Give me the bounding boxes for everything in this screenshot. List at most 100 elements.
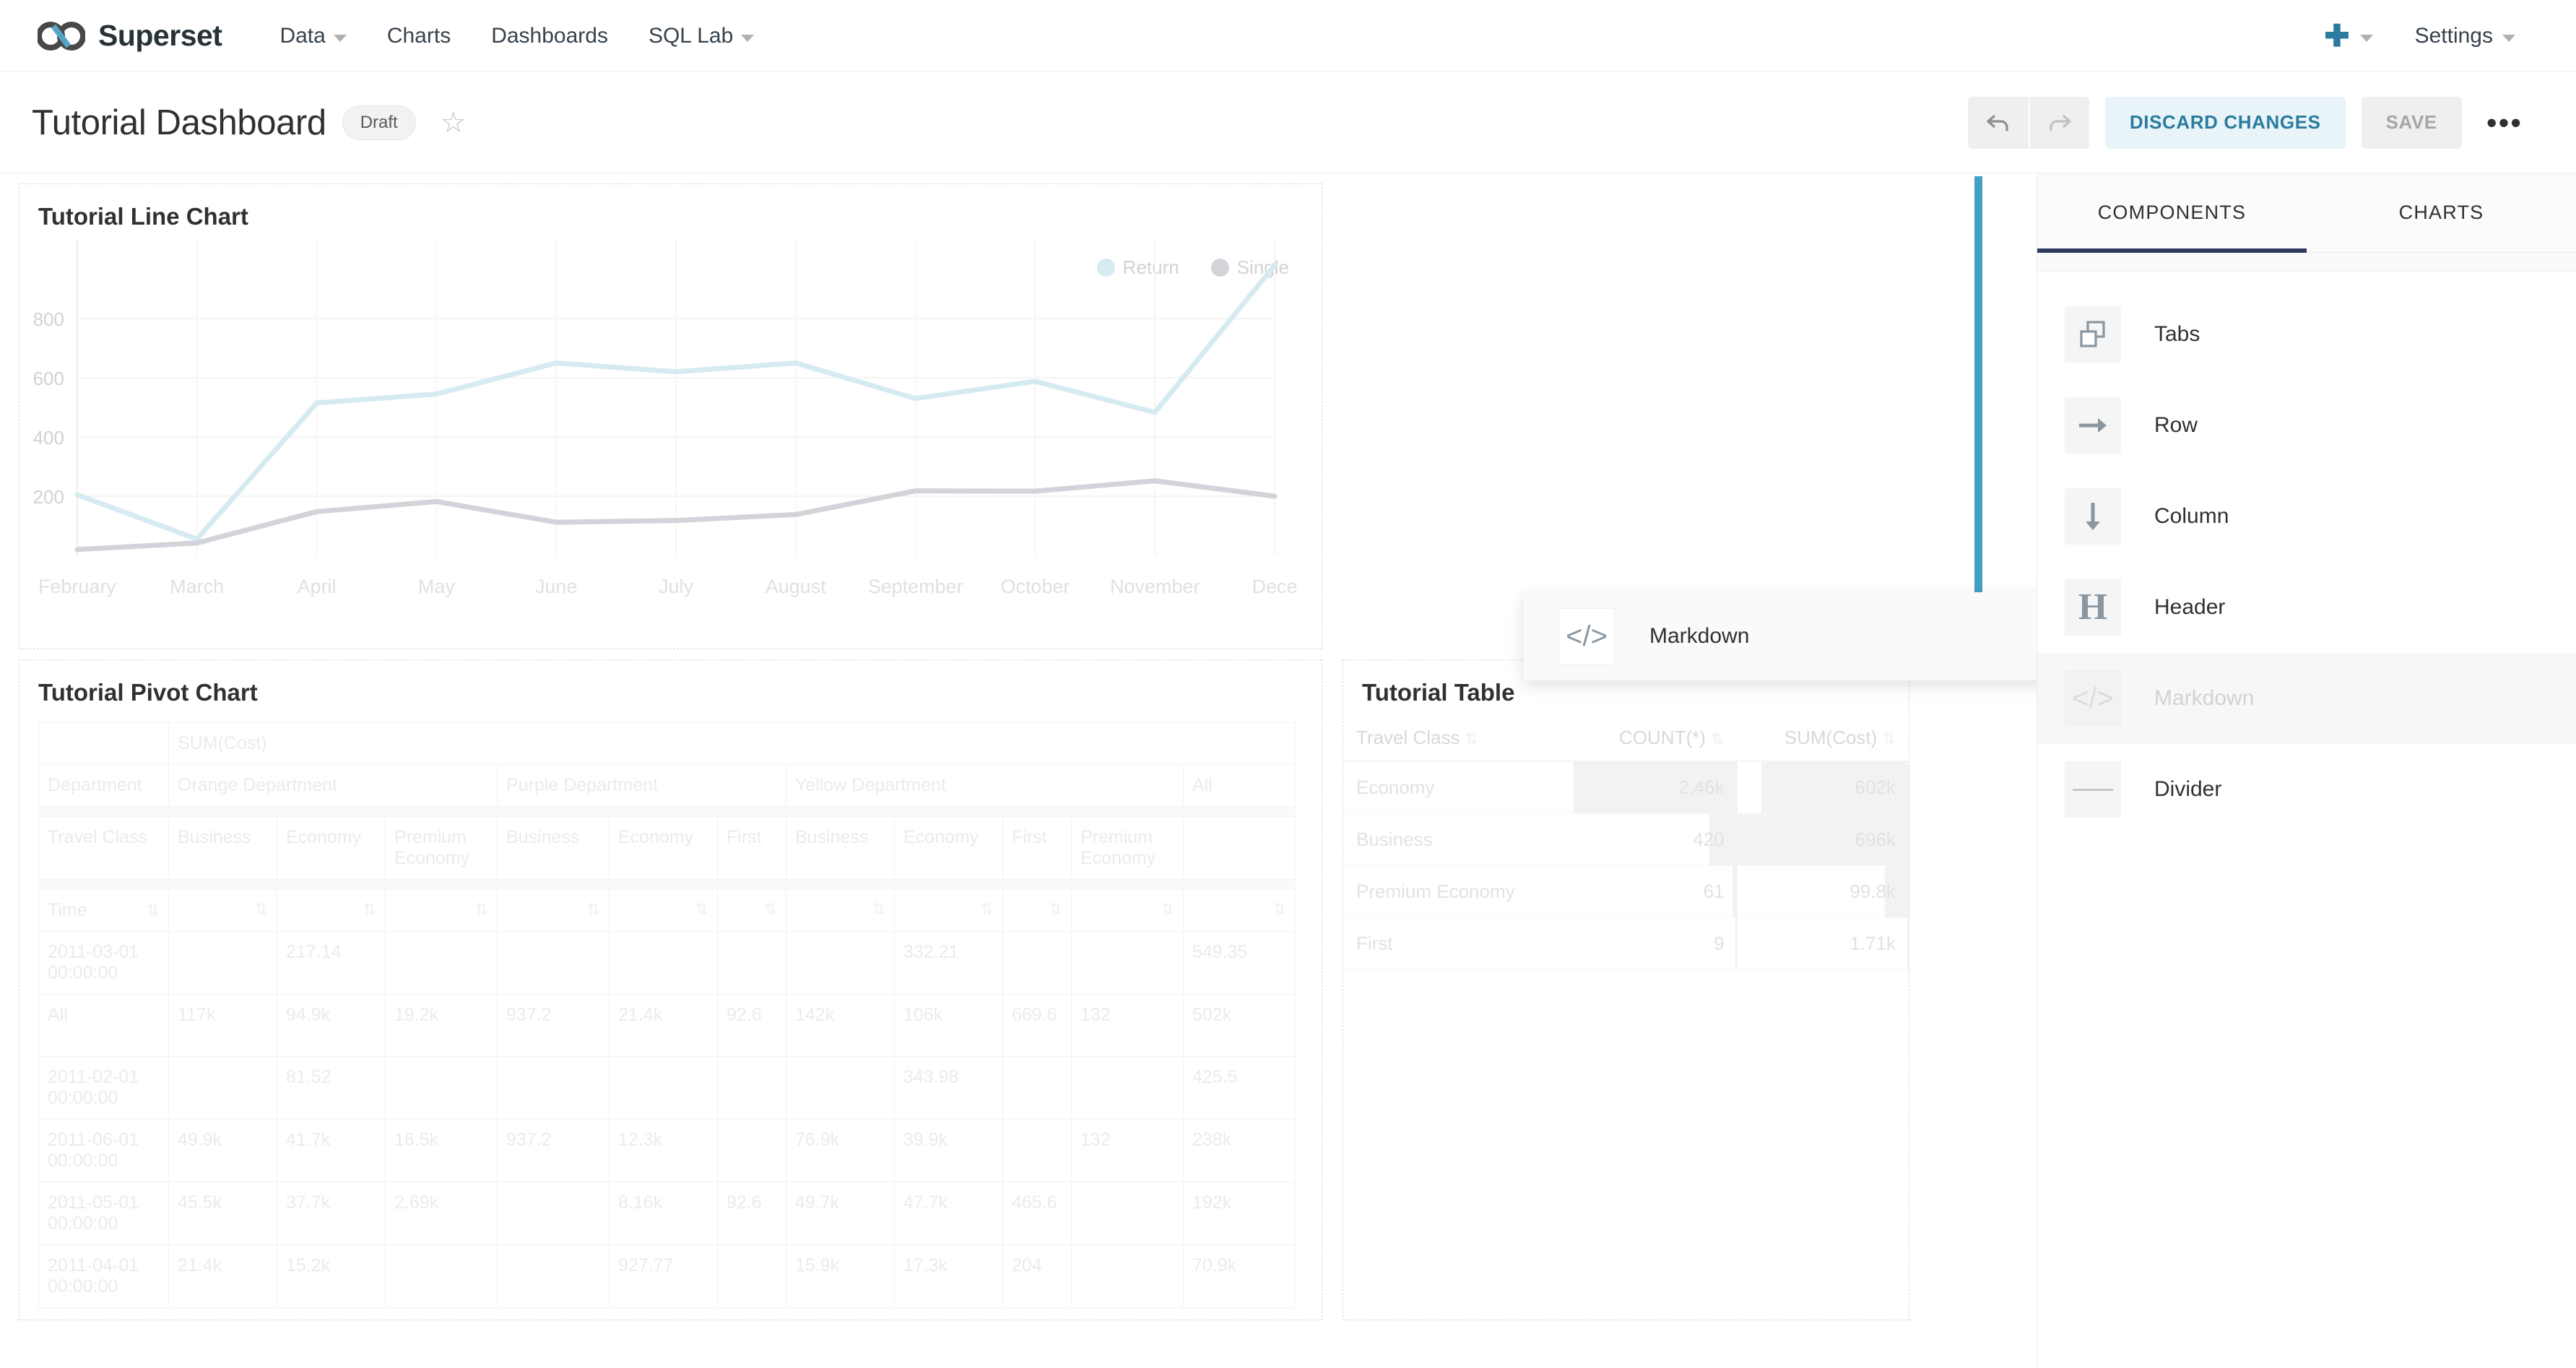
pivot-sort-cell[interactable]: ⇅ bbox=[277, 889, 386, 932]
pivot-sort-cell[interactable]: ⇅ bbox=[1182, 889, 1296, 932]
pivot-cell: 92.6 bbox=[717, 1182, 786, 1245]
tab-charts[interactable]: CHARTS bbox=[2398, 202, 2484, 223]
pivot-class-header: Business bbox=[497, 816, 610, 880]
empty-grid-slot[interactable] bbox=[1322, 183, 2018, 649]
pivot-row-label-time[interactable]: Time ⇅ bbox=[38, 889, 169, 932]
sort-icon: ⇅ bbox=[1161, 900, 1174, 918]
pivot-table: SUM(Cost) Department Orange Department Purp… bbox=[38, 722, 1296, 1308]
pivot-class-header: Economy bbox=[609, 816, 718, 880]
chart-legend[interactable]: Return Single bbox=[1096, 256, 1289, 279]
pivot-cell: 8.16k bbox=[609, 1182, 718, 1245]
component-label-tabs: Tabs bbox=[2154, 322, 2200, 346]
legend-item-return[interactable]: Return bbox=[1096, 256, 1179, 279]
pivot-cell bbox=[717, 1056, 786, 1120]
sort-icon: ⇅ bbox=[146, 901, 160, 919]
pivot-cell bbox=[168, 1056, 277, 1120]
component-label-header: Header bbox=[2154, 595, 2226, 619]
component-item-markdown[interactable]: </> Markdown bbox=[2037, 653, 2576, 744]
save-button[interactable]: SAVE bbox=[2361, 96, 2462, 149]
svg-text:May: May bbox=[418, 576, 455, 597]
table-row[interactable]: 2011-04-01 00:00:00 21.4k 15.2k 927.77 15.9k… bbox=[38, 1244, 1296, 1308]
pivot-sort-cell[interactable]: ⇅ bbox=[168, 889, 277, 932]
pivot-cell: 49.9k bbox=[168, 1119, 277, 1182]
svg-text:June: June bbox=[535, 576, 577, 597]
chart-card-tutorial-pivot-chart[interactable]: Tutorial Pivot Chart SUM(Cost) Department… bbox=[19, 659, 1322, 1320]
component-item-row[interactable]: Row bbox=[2037, 380, 2576, 471]
cell-count: 420 bbox=[1574, 813, 1738, 866]
nav-item-dashboards[interactable]: Dashboards bbox=[471, 24, 628, 48]
table-row[interactable]: All 117k 94.9k 19.2k 937.2 21.4k 92.6 142k 106k 6… bbox=[38, 994, 1296, 1057]
pivot-cell: 132 bbox=[1071, 1119, 1184, 1182]
pivot-sort-cell[interactable]: ⇅ bbox=[717, 889, 786, 932]
svg-text:April: April bbox=[298, 576, 337, 597]
nav-item-sql-lab[interactable]: SQL Lab bbox=[628, 24, 774, 48]
pivot-sort-cell[interactable]: ⇅ bbox=[894, 889, 1003, 932]
sort-icon[interactable]: ⇅ bbox=[1711, 730, 1725, 748]
pivot-row-time: 2011-04-01 00:00:00 bbox=[38, 1244, 169, 1308]
undo-redo-group bbox=[1967, 96, 2089, 149]
redo-button[interactable] bbox=[2028, 96, 2089, 149]
component-item-divider[interactable]: Divider bbox=[2037, 744, 2576, 835]
pivot-cell bbox=[1071, 1182, 1184, 1245]
table-row[interactable]: 2011-03-01 00:00:00 217.14 332.21 549.35 bbox=[38, 931, 1296, 995]
table-row[interactable]: Economy 2.46k 602k bbox=[1343, 761, 1909, 814]
table-row[interactable]: 2011-05-01 00:00:00 45.5k 37.7k 2.69k 8.16k 9… bbox=[38, 1182, 1296, 1245]
dashboard-canvas[interactable]: Tutorial Line Chart Return Single 200 400… bbox=[0, 173, 2037, 1368]
pivot-cell: 343.98 bbox=[894, 1056, 1003, 1120]
svg-text:October: October bbox=[1000, 576, 1070, 597]
pivot-cell: 49.7k bbox=[786, 1182, 895, 1245]
pivot-cell bbox=[385, 1056, 498, 1120]
pivot-sort-cell[interactable]: ⇅ bbox=[1002, 889, 1072, 932]
pivot-cell bbox=[609, 931, 718, 995]
table-row[interactable]: 2011-06-01 00:00:00 49.9k 41.7k 16.5k 937.2 1… bbox=[38, 1119, 1296, 1182]
brand-home-link[interactable]: Superset bbox=[38, 19, 222, 53]
pivot-sort-cell[interactable]: ⇅ bbox=[786, 889, 895, 932]
table-row[interactable]: Premium Economy 61 99.8k bbox=[1343, 865, 1909, 918]
discard-changes-button[interactable]: DISCARD CHANGES bbox=[2104, 96, 2346, 149]
chart-card-tutorial-line-chart[interactable]: Tutorial Line Chart Return Single 200 400… bbox=[19, 183, 1322, 649]
pivot-class-header: Premium Economy bbox=[385, 816, 498, 880]
settings-menu[interactable]: Settings bbox=[2398, 24, 2533, 48]
col-header-travel-class[interactable]: Travel Class ⇅ bbox=[1343, 715, 1574, 762]
pivot-table-body: 2011-03-01 00:00:00 217.14 332.21 549.35 All… bbox=[38, 931, 1296, 1308]
page-title[interactable]: Tutorial Dashboard bbox=[32, 103, 326, 142]
nav-item-data[interactable]: Data bbox=[259, 24, 366, 48]
pivot-class-header: Economy bbox=[894, 816, 1003, 880]
nav-item-charts[interactable]: Charts bbox=[367, 24, 471, 48]
tab-components[interactable]: COMPONENTS bbox=[2037, 173, 2307, 253]
brand-name: Superset bbox=[98, 19, 222, 52]
star-outline-icon[interactable]: ☆ bbox=[440, 106, 467, 139]
plus-icon: ✚ bbox=[2324, 18, 2350, 53]
pivot-sort-cell[interactable]: ⇅ bbox=[609, 889, 718, 932]
pivot-sort-cell[interactable]: ⇅ bbox=[497, 889, 610, 932]
pivot-table-scroll[interactable]: SUM(Cost) Department Orange Department Purp… bbox=[19, 706, 1322, 1308]
component-item-column[interactable]: Column bbox=[2037, 471, 2576, 562]
col-header-sum-cost[interactable]: SUM(Cost) ⇅ bbox=[1737, 715, 1909, 762]
pivot-sort-cell[interactable]: ⇅ bbox=[385, 889, 498, 932]
table-row[interactable]: Business 420 696k bbox=[1343, 813, 1909, 866]
pivot-dept-header: All bbox=[1182, 764, 1296, 807]
sort-icon[interactable]: ⇅ bbox=[1882, 730, 1896, 748]
pivot-class-header: Business bbox=[786, 816, 895, 880]
more-options-button[interactable]: ••• bbox=[2486, 105, 2523, 139]
pivot-sort-cell[interactable]: ⇅ bbox=[1071, 889, 1184, 932]
undo-button[interactable] bbox=[1968, 97, 2029, 149]
svg-text:November: November bbox=[1110, 576, 1200, 597]
new-item-button[interactable]: ✚ bbox=[2307, 18, 2390, 53]
table-row[interactable]: First 9 1.71k bbox=[1343, 917, 1909, 970]
sort-icon[interactable]: ⇅ bbox=[1465, 730, 1479, 748]
table-row[interactable]: 2011-02-01 00:00:00 81.52 343.98 425.5 bbox=[38, 1056, 1296, 1120]
col-header-count[interactable]: COUNT(*) ⇅ bbox=[1574, 715, 1738, 762]
pivot-cell: 217.14 bbox=[277, 931, 386, 995]
component-item-tabs[interactable]: Tabs bbox=[2037, 289, 2576, 380]
legend-item-single[interactable]: Single bbox=[1210, 256, 1289, 279]
pivot-cell: 142k bbox=[786, 994, 895, 1057]
component-item-header[interactable]: H Header bbox=[2037, 562, 2576, 653]
pivot-cell: 106k bbox=[894, 994, 1003, 1057]
pivot-cell: 45.5k bbox=[168, 1182, 277, 1245]
pivot-cell bbox=[786, 931, 895, 995]
pivot-class-header: Premium Economy bbox=[1071, 816, 1184, 880]
chart-card-tutorial-table[interactable]: Tutorial Table Travel Class ⇅ COUNT(*) ⇅ bbox=[1343, 659, 1909, 1320]
pivot-class-header: First bbox=[717, 816, 786, 880]
pivot-dept-header: Yellow Department bbox=[786, 764, 1184, 807]
